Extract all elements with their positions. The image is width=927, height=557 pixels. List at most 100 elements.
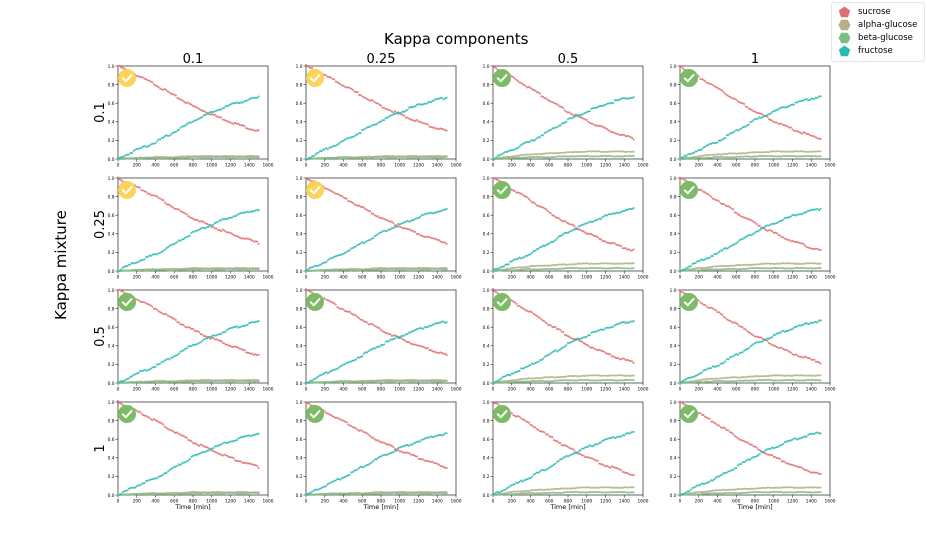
- data-point: [620, 245, 623, 248]
- data-point: [426, 156, 429, 159]
- x-tick-label: 400: [339, 387, 347, 393]
- x-tick-label: 1400: [244, 163, 255, 169]
- data-point: [807, 132, 810, 135]
- data-point: [560, 151, 563, 154]
- data-point: [598, 124, 601, 127]
- data-point: [808, 98, 811, 102]
- data-point: [218, 108, 221, 111]
- data-point: [162, 199, 165, 202]
- data-point: [201, 115, 204, 118]
- data-point: [534, 89, 537, 92]
- data-point: [609, 130, 612, 133]
- data-point: [348, 249, 351, 252]
- data-point: [738, 155, 741, 158]
- data-point: [691, 157, 694, 160]
- data-point: [373, 101, 376, 104]
- data-point: [369, 156, 372, 160]
- data-point: [495, 156, 498, 159]
- data-point: [590, 150, 593, 153]
- x-tick-label: 1200: [225, 499, 236, 505]
- plot-frame: [305, 65, 457, 160]
- data-point: [369, 209, 372, 213]
- data-point: [735, 211, 738, 214]
- data-point: [699, 154, 702, 158]
- x-tick-label: 600: [732, 163, 740, 169]
- data-point: [409, 106, 412, 109]
- data-point: [618, 150, 621, 153]
- data-point: [573, 224, 576, 227]
- data-point: [697, 156, 700, 159]
- plot-frame: [117, 289, 269, 384]
- data-point: [747, 155, 750, 158]
- data-point: [249, 128, 252, 131]
- y-tick-label: 1.0: [108, 176, 115, 182]
- data-point: [721, 313, 724, 316]
- data-point: [739, 155, 742, 158]
- data-point: [616, 150, 620, 153]
- data-point: [771, 155, 774, 158]
- data-point: [350, 136, 353, 139]
- data-point: [789, 126, 792, 129]
- data-point: [534, 202, 537, 205]
- data-point: [398, 155, 401, 158]
- data-point: [591, 150, 595, 153]
- data-point: [783, 150, 786, 153]
- data-point: [188, 156, 191, 159]
- data-point: [328, 75, 331, 78]
- data-point: [727, 152, 730, 155]
- data-point: [722, 361, 725, 364]
- y-tick-label: 0.4: [108, 232, 115, 238]
- data-point: [367, 155, 370, 158]
- y-tick-label: 1.0: [670, 64, 677, 70]
- y-tick-label: 0.0: [483, 157, 490, 163]
- data-point: [551, 100, 554, 104]
- x-tick-label: 1400: [806, 387, 817, 393]
- data-point: [140, 146, 143, 149]
- data-point: [529, 86, 532, 90]
- data-point: [237, 122, 240, 125]
- data-point: [538, 153, 541, 156]
- data-point: [516, 156, 520, 159]
- data-point: [599, 217, 602, 221]
- data-point: [610, 155, 613, 158]
- data-point: [559, 105, 562, 108]
- data-point: [373, 123, 376, 126]
- data-point: [620, 155, 623, 158]
- data-point: [325, 146, 328, 149]
- y-tick-label: 0.8: [108, 306, 115, 312]
- data-point: [134, 157, 137, 160]
- row-label: 0.1: [93, 102, 108, 123]
- checkmark-icon: [121, 74, 133, 83]
- data-point: [401, 155, 404, 159]
- data-point: [805, 211, 808, 214]
- checkmark-icon: [309, 74, 321, 83]
- data-point: [257, 129, 260, 132]
- data-point: [733, 152, 736, 155]
- data-point: [579, 228, 582, 231]
- data-point: [351, 88, 354, 91]
- data-point: [521, 83, 524, 86]
- data-point: [602, 150, 605, 153]
- data-point: [220, 340, 223, 343]
- data-point: [354, 133, 358, 136]
- data-point: [174, 156, 177, 159]
- data-point: [220, 108, 223, 111]
- data-point: [746, 105, 749, 109]
- data-point: [601, 105, 604, 108]
- data-point: [248, 128, 251, 131]
- data-point: [325, 156, 328, 159]
- data-point: [329, 156, 333, 160]
- data-point: [607, 154, 610, 157]
- data-point: [504, 150, 507, 153]
- data-point: [314, 153, 317, 156]
- x-tick-label: 1200: [225, 163, 236, 169]
- data-point: [766, 115, 769, 118]
- data-point: [783, 124, 786, 127]
- data-point: [417, 156, 420, 159]
- data-point: [741, 351, 744, 354]
- data-point: [440, 127, 443, 131]
- data-point: [541, 95, 545, 98]
- data-point: [403, 155, 406, 158]
- data-point: [148, 156, 151, 159]
- data-point: [234, 121, 237, 124]
